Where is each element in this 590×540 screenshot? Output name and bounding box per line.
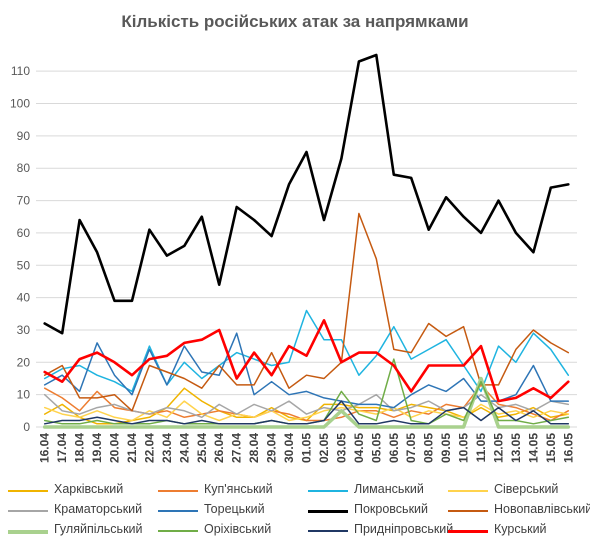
x-tick-label: 01.05 bbox=[300, 433, 314, 463]
series-line-6 bbox=[43, 53, 570, 335]
y-tick-label: 0 bbox=[23, 420, 30, 434]
legend-label: Лиманський bbox=[354, 482, 424, 496]
y-tick-label: 90 bbox=[17, 129, 31, 143]
x-tick-label: 10.05 bbox=[457, 433, 471, 463]
line-chart: 0 10 20 30 40 50 60 70 80 90 100 110 16.04 17.04 18.0… bbox=[10, 53, 577, 463]
x-tick-label: 18.04 bbox=[73, 433, 87, 463]
x-tick-label: 25.04 bbox=[195, 433, 209, 463]
legend-swatch bbox=[448, 490, 488, 492]
x-tick-label: 11.05 bbox=[474, 433, 488, 463]
series-line-2 bbox=[43, 309, 570, 393]
legend-label: Курський bbox=[494, 522, 547, 536]
series-line-7 bbox=[43, 212, 570, 412]
x-tick-label: 28.04 bbox=[247, 433, 261, 463]
series-line-8 bbox=[42, 376, 571, 429]
legend-swatch bbox=[8, 530, 48, 534]
y-tick-label: 70 bbox=[17, 194, 31, 208]
x-tick-label: 04.05 bbox=[352, 433, 366, 463]
y-tick-label: 50 bbox=[17, 258, 31, 272]
legend-swatch bbox=[448, 530, 488, 533]
x-tick-label: 30.04 bbox=[282, 433, 296, 463]
legend-swatch bbox=[158, 530, 198, 532]
y-tick-label: 100 bbox=[10, 97, 30, 111]
x-tick-label: 16.04 bbox=[38, 433, 52, 463]
x-tick-label: 27.04 bbox=[230, 433, 244, 463]
legend-label: Краматорський bbox=[54, 502, 143, 516]
legend-label: Торецький bbox=[204, 502, 265, 516]
legend-label: Харківський bbox=[54, 482, 124, 496]
legend-swatch bbox=[158, 490, 198, 492]
legend-label: Новопавлівський bbox=[494, 502, 590, 516]
legend-label: Сіверський bbox=[494, 482, 559, 496]
legend-label: Придніпровський bbox=[354, 522, 454, 536]
y-tick-label: 10 bbox=[17, 388, 31, 402]
legend-label: Гуляйпільський bbox=[54, 522, 143, 536]
x-tick-label: 15.05 bbox=[544, 433, 558, 463]
legend-swatch bbox=[308, 510, 348, 513]
legend-label: Куп'янський bbox=[204, 482, 273, 496]
legend-swatch bbox=[8, 510, 48, 512]
x-tick-label: 05.05 bbox=[369, 433, 383, 463]
x-tick-label: 21.04 bbox=[125, 433, 139, 463]
x-tick-label: 16.05 bbox=[561, 433, 575, 463]
x-tick-label: 14.05 bbox=[526, 433, 540, 463]
x-tick-label: 24.04 bbox=[177, 433, 191, 463]
y-tick-label: 80 bbox=[17, 161, 31, 175]
x-tick-label: 09.05 bbox=[439, 433, 453, 463]
legend-swatch bbox=[158, 510, 198, 512]
x-tick-label: 22.04 bbox=[142, 433, 156, 463]
x-tick-label: 17.04 bbox=[55, 433, 69, 463]
legend-swatch bbox=[308, 490, 348, 492]
x-tick-label: 08.05 bbox=[422, 433, 436, 463]
series-line-10 bbox=[43, 400, 570, 425]
x-tick-label: 19.04 bbox=[90, 433, 104, 463]
series-line-5 bbox=[43, 332, 570, 409]
y-tick-label: 110 bbox=[11, 64, 30, 78]
x-tick-label: 03.05 bbox=[334, 433, 348, 463]
x-tick-label: 07.05 bbox=[404, 433, 418, 463]
legend-label: Оріхівський bbox=[204, 522, 272, 536]
legend-label: Покровський bbox=[354, 502, 429, 516]
x-tick-label: 12.05 bbox=[491, 433, 505, 463]
y-tick-label: 60 bbox=[17, 226, 31, 240]
x-tick-label: 23.04 bbox=[160, 433, 174, 463]
x-tick-label: 26.04 bbox=[212, 433, 226, 463]
chart-legend: Харківський Куп'янський Лиманський Сіверськ… bbox=[0, 476, 590, 540]
y-tick-label: 30 bbox=[17, 323, 31, 337]
legend-swatch bbox=[8, 490, 48, 492]
chart-title: Кількість російських атак за напрямками bbox=[121, 12, 469, 31]
legend-swatch bbox=[308, 530, 348, 532]
series-line-11 bbox=[43, 318, 570, 403]
y-tick-label: 20 bbox=[17, 355, 31, 369]
series-line-3 bbox=[43, 400, 570, 422]
x-tick-label: 06.05 bbox=[387, 433, 401, 463]
x-tick-label: 29.04 bbox=[265, 433, 279, 463]
x-tick-label: 20.04 bbox=[108, 433, 122, 463]
legend-swatch bbox=[448, 510, 488, 512]
x-tick-label: 13.05 bbox=[509, 433, 523, 463]
y-tick-label: 40 bbox=[17, 291, 31, 305]
x-tick-label: 02.05 bbox=[317, 433, 331, 463]
